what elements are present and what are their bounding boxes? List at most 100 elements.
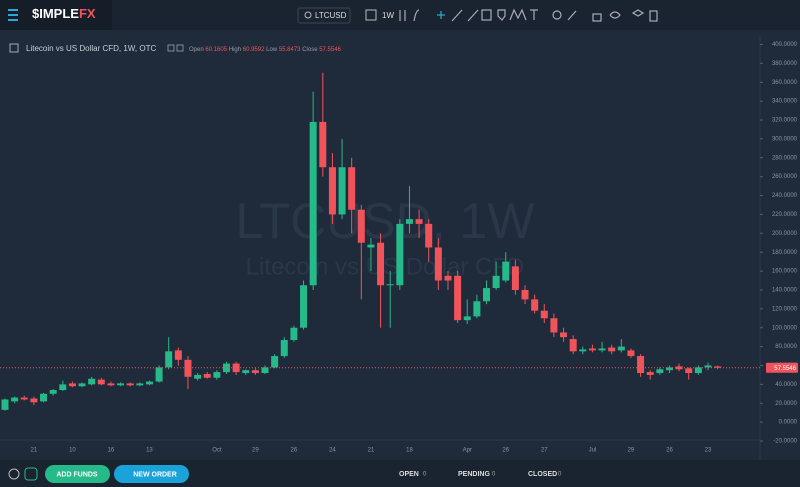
last-price-tag (766, 362, 798, 373)
x-tick-label: 26 (502, 448, 509, 454)
candle-body (550, 318, 558, 333)
candle-body (415, 219, 423, 224)
candle-body (319, 121, 327, 168)
candle-body (511, 266, 519, 290)
x-tick-label: 26 (666, 448, 673, 454)
logo-text: FX (79, 6, 96, 21)
ohlc-value: 60.9592 (243, 47, 265, 53)
x-tick-label: Jul (589, 448, 597, 454)
ohlc: Open 60.1605 High 60.9592 Low 55.8473 Cl… (189, 47, 342, 53)
candle-body (714, 366, 722, 368)
x-tick-label: 10 (69, 448, 76, 454)
candle-body (685, 368, 693, 374)
y-tick-label: 180.0000 (772, 250, 798, 256)
candle-body (117, 383, 125, 386)
candle-body (203, 373, 211, 378)
series-name: Litecoin vs US Dollar CFD, 1W, OTC (26, 44, 156, 53)
button-label[interactable]: ADD FUNDS (56, 471, 98, 478)
candle-body (473, 301, 481, 317)
candle-body (637, 356, 645, 374)
candle-body (97, 379, 105, 385)
candle-body (309, 121, 317, 286)
new-order-button[interactable] (114, 465, 189, 483)
tab-count: 0 (558, 472, 562, 478)
y-tick-label: 0.0000 (779, 420, 798, 426)
tab-label[interactable]: PENDING (458, 471, 490, 478)
search-icon (304, 11, 312, 19)
ohlc-value: 57.5546 (319, 47, 341, 53)
menu-button[interactable] (8, 9, 18, 21)
tab-label[interactable]: CLOSED (528, 471, 557, 478)
candle-body (232, 363, 240, 373)
candle-body (521, 289, 529, 300)
candle-body (194, 374, 202, 379)
watermark: Litecoin vs US Dollar CFD (246, 253, 525, 280)
footer-icons[interactable] (8, 467, 38, 481)
legend-icons[interactable] (167, 44, 184, 52)
last-price-label: 57.5546 (774, 366, 796, 372)
y-tick-label: 380.0000 (772, 61, 798, 67)
candle-body (338, 167, 346, 215)
candle-body (59, 384, 67, 391)
candle-body (608, 347, 616, 352)
candle-body (463, 316, 471, 321)
x-tick-label: 16 (108, 448, 115, 454)
x-tick-label: 24 (329, 448, 336, 454)
x-tick-label: 13 (146, 448, 153, 454)
add-funds-button[interactable] (45, 465, 110, 483)
candle-body (588, 348, 596, 351)
x-tick-label: Apr (463, 448, 472, 454)
interval[interactable]: 1W (382, 11, 394, 20)
plot: -20.00000.000020.000040.000060.000080.00… (0, 42, 798, 454)
logo-text: $IMPLE (32, 6, 79, 21)
candle-body (444, 275, 452, 281)
candle-body (425, 223, 433, 248)
y-tick-label: 280.0000 (772, 155, 798, 161)
candle-body (271, 356, 279, 368)
candle-body (617, 346, 625, 351)
candle-body (367, 244, 375, 248)
candle-body (242, 370, 250, 374)
button-label[interactable]: NEW ORDER (133, 471, 177, 478)
candle-body (30, 398, 38, 403)
y-tick-label: 100.0000 (772, 325, 798, 331)
y-tick-label: 240.0000 (772, 193, 798, 199)
candle-body (155, 367, 163, 382)
candle-body (386, 284, 394, 286)
x-tick-label: 18 (406, 448, 413, 454)
candle-body (704, 365, 712, 368)
candle-body (145, 381, 153, 385)
y-tick-label: 20.0000 (775, 401, 797, 407)
collapse-icon[interactable] (9, 43, 19, 53)
ohlc-label: Close (302, 47, 318, 53)
tab-label[interactable]: OPEN (399, 471, 419, 478)
logo: $IMPLEFX (32, 6, 96, 21)
candle-body (78, 383, 86, 387)
y-tick-label: 40.0000 (775, 382, 797, 388)
x-tick-label: 27 (541, 448, 548, 454)
symbol-search[interactable] (297, 7, 351, 24)
y-tick-label: 400.0000 (772, 42, 798, 48)
y-tick-label: 160.0000 (772, 269, 798, 275)
x-tick-label: 21 (368, 448, 375, 454)
candle-body (165, 351, 173, 368)
candle-body (569, 339, 577, 352)
candle-body (40, 393, 48, 402)
candle-body (646, 372, 654, 375)
symbol: LTCUSD (315, 11, 347, 20)
candle-body (136, 383, 144, 386)
candle-body (357, 209, 365, 243)
candle-body (540, 310, 548, 319)
layout-icon[interactable] (365, 9, 377, 21)
ohlc-value: 60.1605 (205, 47, 227, 53)
y-tick-label: 360.0000 (772, 80, 798, 86)
candle-body (694, 367, 702, 374)
candle-body (251, 370, 259, 374)
x-tick-label: 26 (291, 448, 298, 454)
candle-body (126, 383, 134, 386)
tool-icons[interactable] (399, 8, 658, 22)
candle-body (49, 390, 57, 394)
candle-body (434, 247, 442, 281)
x-tick-label: 23 (705, 448, 712, 454)
